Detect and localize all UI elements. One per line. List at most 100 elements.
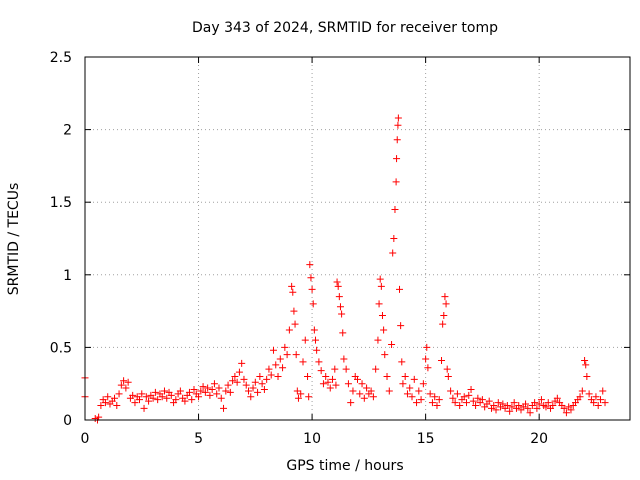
data-point [469,397,477,405]
data-point [388,340,396,348]
data-point [131,399,139,407]
data-point [583,372,591,380]
data-point [242,381,250,389]
data-point [393,155,401,163]
data-point [331,365,339,373]
data-point [293,387,301,395]
data-point [385,387,393,395]
data-point [231,372,239,380]
data-point [582,361,590,369]
data-point [435,396,443,404]
data-point [526,409,534,417]
data-point [581,356,589,364]
data-point [397,322,405,330]
data-point [367,387,375,395]
data-point [449,394,457,402]
data-point [269,346,277,354]
data-point [356,390,364,398]
x-tick-label: 5 [194,431,203,447]
data-point [124,378,132,386]
data-point [401,372,409,380]
data-point [213,390,221,398]
data-point [238,359,246,367]
data-point [396,285,404,293]
data-point [492,406,500,414]
data-point [460,393,468,401]
data-point [533,404,541,412]
data-point [201,388,209,396]
data-point [224,381,232,389]
data-point [590,399,598,407]
data-point [537,396,545,404]
data-point [308,285,316,293]
data-point [417,396,425,404]
data-point [424,364,432,372]
data-point [291,320,299,328]
chart-title: Day 343 of 2024, SRMTID for receiver tom… [192,20,498,36]
data-point [354,375,361,383]
data-point [290,307,298,315]
data-point [406,384,414,392]
data-point [240,375,248,383]
data-point [136,396,143,404]
data-point [197,387,205,395]
data-point [140,404,148,412]
data-point [154,396,162,404]
data-point [478,396,486,404]
data-point [375,300,383,308]
data-point [426,390,434,398]
data-point [363,384,371,392]
data-point [294,394,302,402]
data-point [151,388,159,396]
data-point [317,367,325,375]
data-point [490,401,498,409]
data-point [258,380,266,388]
data-point [181,397,189,405]
data-point [506,407,514,415]
data-point [292,351,300,359]
y-tick-label: 2.5 [50,50,72,66]
data-point [503,401,511,409]
data-point [160,387,168,395]
data-point [301,336,309,344]
x-tick-label: 10 [303,431,321,447]
data-point [394,121,402,129]
data-point [372,365,380,373]
data-point [376,275,384,283]
data-point [111,394,119,402]
data-point [423,343,431,351]
data-point [145,397,153,405]
data-point [138,390,146,398]
data-point [206,391,214,399]
data-point [398,358,406,366]
y-tick-label: 1.5 [50,195,72,211]
data-point [439,320,447,328]
data-point [279,364,287,372]
data-point [199,383,207,391]
data-point [281,343,289,351]
data-point [391,205,399,213]
data-point [117,381,125,389]
data-point [113,401,121,409]
data-point [204,384,212,392]
data-point [403,390,411,398]
data-point [208,386,216,394]
x-tick-label: 20 [530,431,548,447]
data-point [433,401,441,409]
data-point [233,378,241,386]
data-point [176,387,184,395]
data-point [299,358,307,366]
data-point [142,393,150,401]
data-point [222,387,230,395]
data-point [97,401,105,409]
data-point [329,375,337,383]
data-point [335,293,343,301]
data-point [120,377,128,385]
data-point [95,413,103,421]
data-point [336,303,344,311]
data-point [332,381,340,389]
data-point [274,372,282,380]
data-point [235,368,243,376]
x-tick-label: 0 [81,431,90,447]
data-point [122,384,130,392]
